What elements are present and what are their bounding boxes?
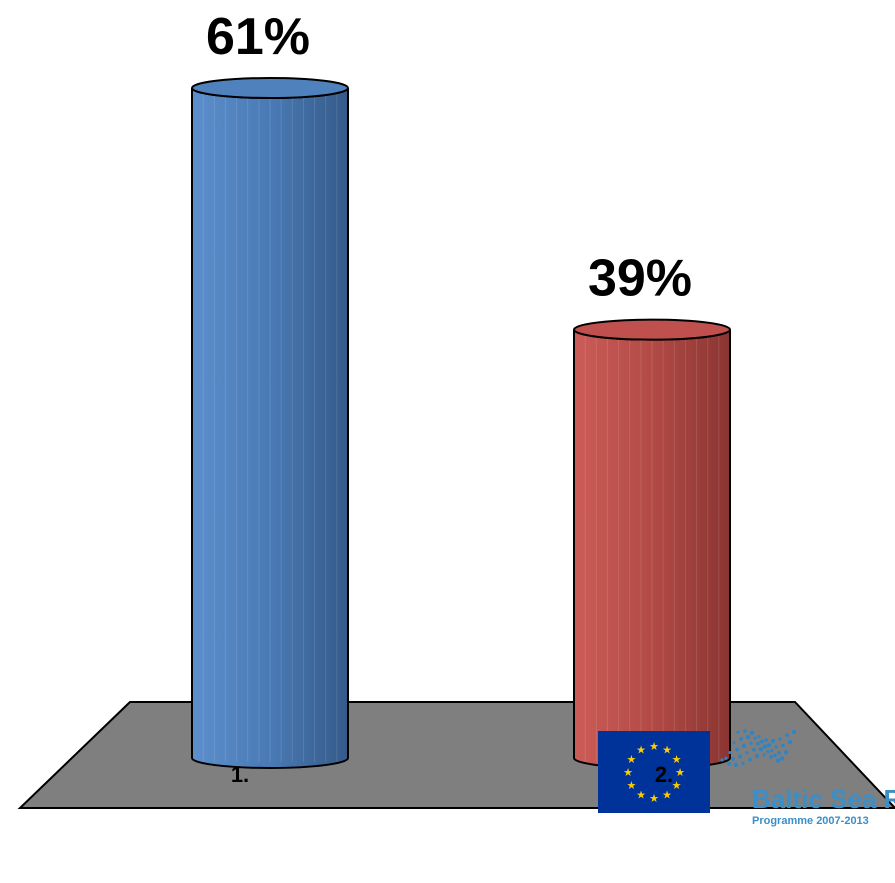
logo-dot xyxy=(777,750,781,755)
bar-1 xyxy=(191,77,349,769)
logo-dot xyxy=(781,743,785,748)
logo-dot xyxy=(728,750,732,755)
eu-star-icon: ★ xyxy=(662,744,672,756)
logo-dot xyxy=(745,751,749,755)
bar-2-top xyxy=(573,318,731,341)
logo-dot xyxy=(779,756,785,761)
logo-dot xyxy=(758,747,764,752)
wave-dots-icon xyxy=(720,729,797,768)
eu-star-icon: ★ xyxy=(662,790,672,802)
eu-flag xyxy=(598,731,710,813)
logo-dot xyxy=(749,741,753,745)
logo-dot xyxy=(775,758,781,763)
logo-dot xyxy=(720,758,724,762)
logo-dot xyxy=(736,730,740,734)
eu-star-icon: ★ xyxy=(672,754,682,766)
logo-dot xyxy=(762,744,768,749)
logo-dot xyxy=(753,736,757,740)
logo-dot xyxy=(754,754,760,759)
logo-dot xyxy=(787,739,793,745)
logo-dot xyxy=(749,730,755,736)
logo-dot xyxy=(769,754,773,759)
x-tick-label-2: 2. xyxy=(655,762,673,787)
logo-dot xyxy=(739,737,743,741)
logo-dot xyxy=(757,734,761,739)
bars-group xyxy=(191,77,731,769)
logo-dot xyxy=(732,741,736,745)
bar-2 xyxy=(573,318,731,769)
logo-dot xyxy=(770,748,774,753)
logo-dot xyxy=(760,739,764,744)
logo-dot xyxy=(762,753,766,757)
eu-star-icon: ★ xyxy=(649,741,659,753)
eu-star-icon: ★ xyxy=(627,780,637,792)
baltic-sea-logo: Baltic Sea Reg Programme 2007-2013 xyxy=(720,729,895,827)
logo-dot xyxy=(745,734,751,740)
eu-star-icon: ★ xyxy=(649,793,659,805)
eu-star-icon: ★ xyxy=(627,754,637,766)
logo-dot xyxy=(756,741,760,746)
logo-dot xyxy=(737,754,743,759)
logo-dot xyxy=(741,743,747,748)
logo-dot xyxy=(743,729,747,733)
logo-dot xyxy=(791,729,797,735)
eu-stars: ★ ★★★★★★★★★★★ xyxy=(623,741,685,805)
x-tick-label-1: 1. xyxy=(231,762,249,787)
logo-text: Baltic Sea Reg xyxy=(752,784,895,814)
eu-star-icon: ★ xyxy=(636,744,646,756)
logo-dot xyxy=(766,750,770,754)
data-label-1: 61% xyxy=(206,8,310,66)
data-label-2: 39% xyxy=(588,250,692,308)
logo-dot xyxy=(748,757,752,762)
logo-dot xyxy=(785,733,789,738)
logo-dot xyxy=(735,747,739,752)
logo-dot xyxy=(774,745,778,749)
logo-dot xyxy=(731,756,735,761)
logo-dot xyxy=(733,762,739,768)
eu-flag-logo: ★ ★★★★★★★★★★★ xyxy=(598,731,710,813)
eu-star-icon: ★ xyxy=(675,767,685,779)
logo-dot xyxy=(741,761,745,765)
logo-dot xyxy=(724,756,728,760)
eu-star-icon: ★ xyxy=(672,780,682,792)
logo-dot xyxy=(766,743,772,748)
data-labels-group: 61% 39% xyxy=(206,8,692,308)
bar-1-top xyxy=(191,77,349,99)
eu-star-icon: ★ xyxy=(636,790,646,802)
logo-dot xyxy=(778,737,782,741)
logo-subtext: Programme 2007-2013 xyxy=(752,815,869,827)
logo-dot xyxy=(773,753,777,758)
logo-dot xyxy=(727,761,731,766)
logo-dot xyxy=(764,738,768,742)
logo-dot xyxy=(783,750,789,755)
logo-dot xyxy=(770,738,776,744)
logo-dot xyxy=(752,747,756,752)
eu-star-icon: ★ xyxy=(623,767,633,779)
